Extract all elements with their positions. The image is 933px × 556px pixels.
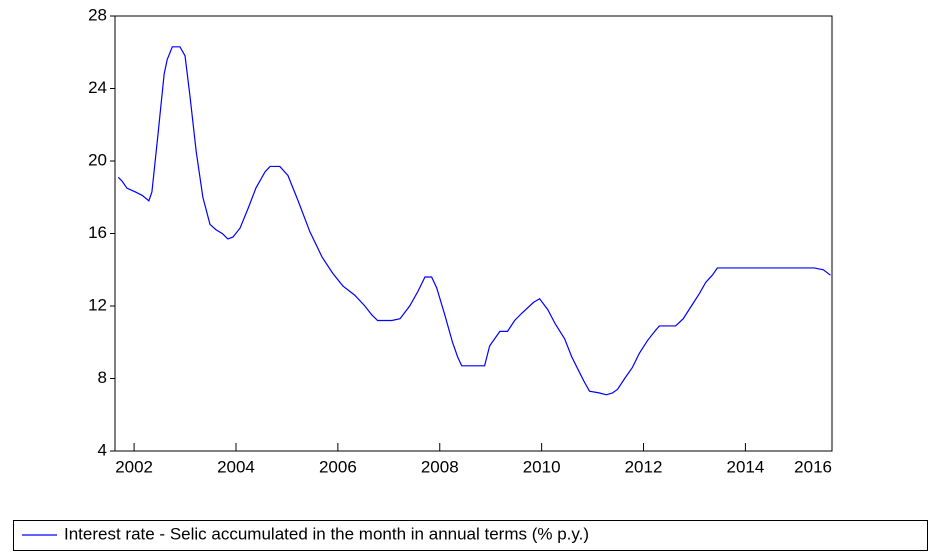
y-tick-label: 24 xyxy=(88,78,107,97)
x-tick-label: 2008 xyxy=(421,457,459,476)
x-tick-label: 2006 xyxy=(319,457,357,476)
y-tick-label: 16 xyxy=(88,223,107,242)
x-tick-label: 2010 xyxy=(523,457,561,476)
x-tick-label: 2014 xyxy=(726,457,764,476)
data-line xyxy=(117,46,831,396)
y-tick-label: 8 xyxy=(98,368,107,387)
y-tick-label: 28 xyxy=(88,5,107,24)
legend-box xyxy=(13,520,928,551)
x-tick-label: 2016 xyxy=(794,457,832,476)
y-tick-label: 20 xyxy=(88,150,107,169)
x-tick-label: 2002 xyxy=(115,457,153,476)
y-tick-label: 12 xyxy=(88,295,107,314)
y-tick-label: 4 xyxy=(98,440,107,459)
x-tick-label: 2012 xyxy=(625,457,663,476)
x-tick-label: 2004 xyxy=(217,457,255,476)
legend-label: Interest rate - Selic accumulated in the… xyxy=(64,524,589,543)
